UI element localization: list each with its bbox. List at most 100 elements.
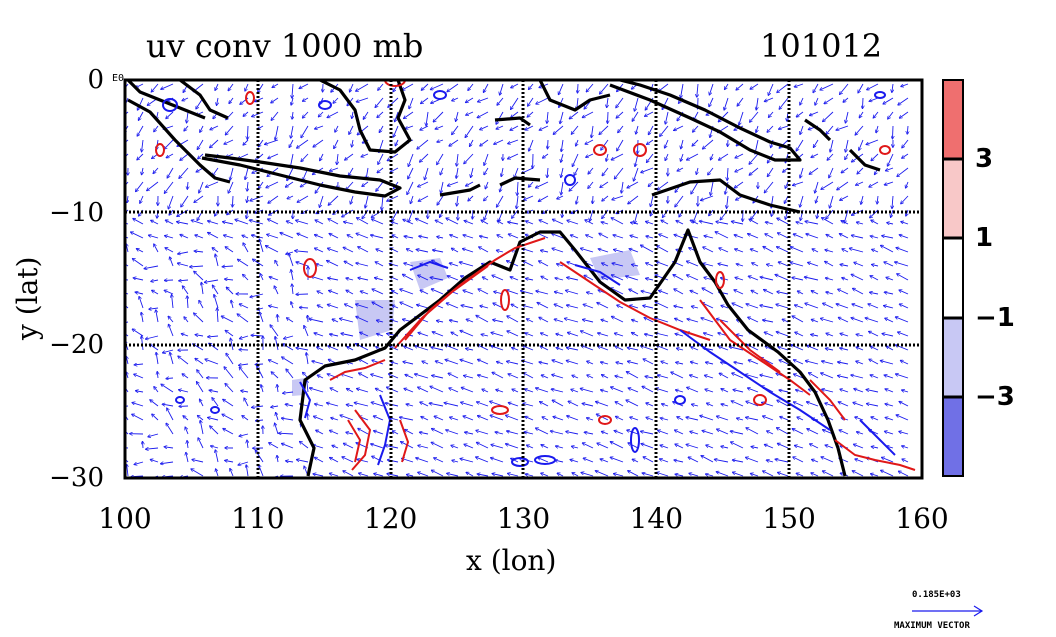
wind-vector xyxy=(420,153,429,162)
wind-vector xyxy=(478,345,489,351)
colorbar-label: −1 xyxy=(975,303,1015,333)
wind-vector xyxy=(125,236,129,239)
wind-vector xyxy=(852,304,864,309)
wind-vector xyxy=(693,125,699,132)
wind-vector xyxy=(822,361,834,365)
wind-vector xyxy=(900,304,909,309)
wind-vector xyxy=(902,446,909,448)
wind-vector xyxy=(840,430,849,435)
wind-vector xyxy=(228,83,234,90)
wind-vector xyxy=(376,262,384,267)
wind-vector xyxy=(289,254,294,267)
wind-vector xyxy=(523,404,534,407)
wind-vector xyxy=(464,444,474,449)
wind-vector xyxy=(287,318,294,323)
wind-vector xyxy=(692,139,699,146)
wind-vector xyxy=(436,125,444,129)
wind-vector xyxy=(583,443,594,449)
wind-vector xyxy=(601,390,609,393)
wind-vector xyxy=(856,361,864,365)
wind-vector xyxy=(701,195,714,200)
wind-vector xyxy=(357,389,369,393)
wind-vector xyxy=(268,195,279,203)
wind-vector xyxy=(472,209,473,219)
wind-vector xyxy=(823,471,834,477)
wind-vector xyxy=(187,296,188,309)
wind-vector xyxy=(574,167,579,175)
wind-vector xyxy=(710,83,714,95)
wind-vector xyxy=(291,125,294,138)
wind-vector xyxy=(125,292,129,295)
wind-vector xyxy=(524,373,534,379)
plot-title-field: uv conv 1000 mb xyxy=(146,27,424,65)
wind-vector xyxy=(169,325,174,337)
wind-vector xyxy=(635,97,639,111)
wind-vector xyxy=(646,403,654,407)
wind-vector xyxy=(541,473,549,477)
wind-vector xyxy=(478,97,489,102)
wind-vector xyxy=(446,218,459,225)
wind-vector xyxy=(732,373,744,379)
wind-vector xyxy=(863,97,864,108)
wind-vector xyxy=(240,367,249,379)
wind-vector xyxy=(871,220,879,225)
wind-vector xyxy=(168,317,174,323)
wind-vector xyxy=(351,195,354,204)
wind-vector xyxy=(552,360,564,365)
wind-vector xyxy=(342,457,354,463)
wind-vector xyxy=(253,259,264,267)
wind-vector xyxy=(404,111,414,118)
wind-vector xyxy=(539,261,549,267)
wind-vector xyxy=(614,474,624,477)
wind-vector xyxy=(820,83,834,90)
wind-vector xyxy=(377,111,384,117)
wind-vector xyxy=(795,332,804,337)
wind-vector xyxy=(362,153,369,157)
wind-vector xyxy=(691,220,699,225)
wind-vector xyxy=(724,97,729,110)
wind-vector xyxy=(271,111,279,120)
wind-vector xyxy=(377,320,384,322)
wind-vector xyxy=(618,125,624,132)
wind-vector xyxy=(559,97,564,107)
wind-vector xyxy=(224,367,234,379)
wind-vector xyxy=(296,348,309,351)
wind-vector xyxy=(224,235,234,239)
vector-key-label: MAXIMUM VECTOR xyxy=(894,621,970,631)
wind-vector xyxy=(810,444,819,449)
x-tick-label: 100 xyxy=(98,502,152,535)
wind-vector xyxy=(300,307,309,308)
grid-lines xyxy=(125,80,922,478)
wind-vector xyxy=(687,153,699,160)
wind-vector xyxy=(491,415,504,421)
wind-vector xyxy=(319,111,324,117)
wind-vector xyxy=(821,181,834,189)
wind-vector xyxy=(881,361,894,365)
wind-vector xyxy=(748,234,759,239)
wind-vector xyxy=(462,388,474,393)
wind-vector xyxy=(616,362,624,364)
wind-vector xyxy=(168,195,174,209)
wind-vector xyxy=(656,302,669,309)
wind-vector xyxy=(371,444,384,449)
wind-vector xyxy=(872,447,879,448)
wind-vector xyxy=(566,291,579,295)
wind-vector xyxy=(596,471,609,477)
wind-vector xyxy=(275,337,279,351)
wind-vector xyxy=(456,111,459,121)
wind-vector xyxy=(260,274,264,281)
wind-vector xyxy=(777,292,789,295)
wind-vector xyxy=(328,346,339,351)
wind-vector xyxy=(212,248,219,253)
colorbar xyxy=(942,79,964,477)
wind-vector xyxy=(826,292,834,294)
wind-vector xyxy=(768,83,774,95)
wind-vector xyxy=(882,236,894,239)
wind-vector xyxy=(215,83,219,90)
wind-vector xyxy=(288,195,294,199)
wind-vector xyxy=(752,291,759,295)
wind-vector xyxy=(274,286,279,295)
wind-vector xyxy=(870,97,879,101)
wind-vector xyxy=(359,473,369,477)
wind-vector xyxy=(478,375,489,379)
